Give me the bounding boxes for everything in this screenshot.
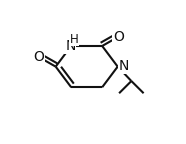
Text: H: H xyxy=(70,33,79,46)
Text: N: N xyxy=(65,39,76,53)
Text: N: N xyxy=(118,59,129,73)
Text: O: O xyxy=(113,30,124,43)
Text: O: O xyxy=(34,50,44,64)
